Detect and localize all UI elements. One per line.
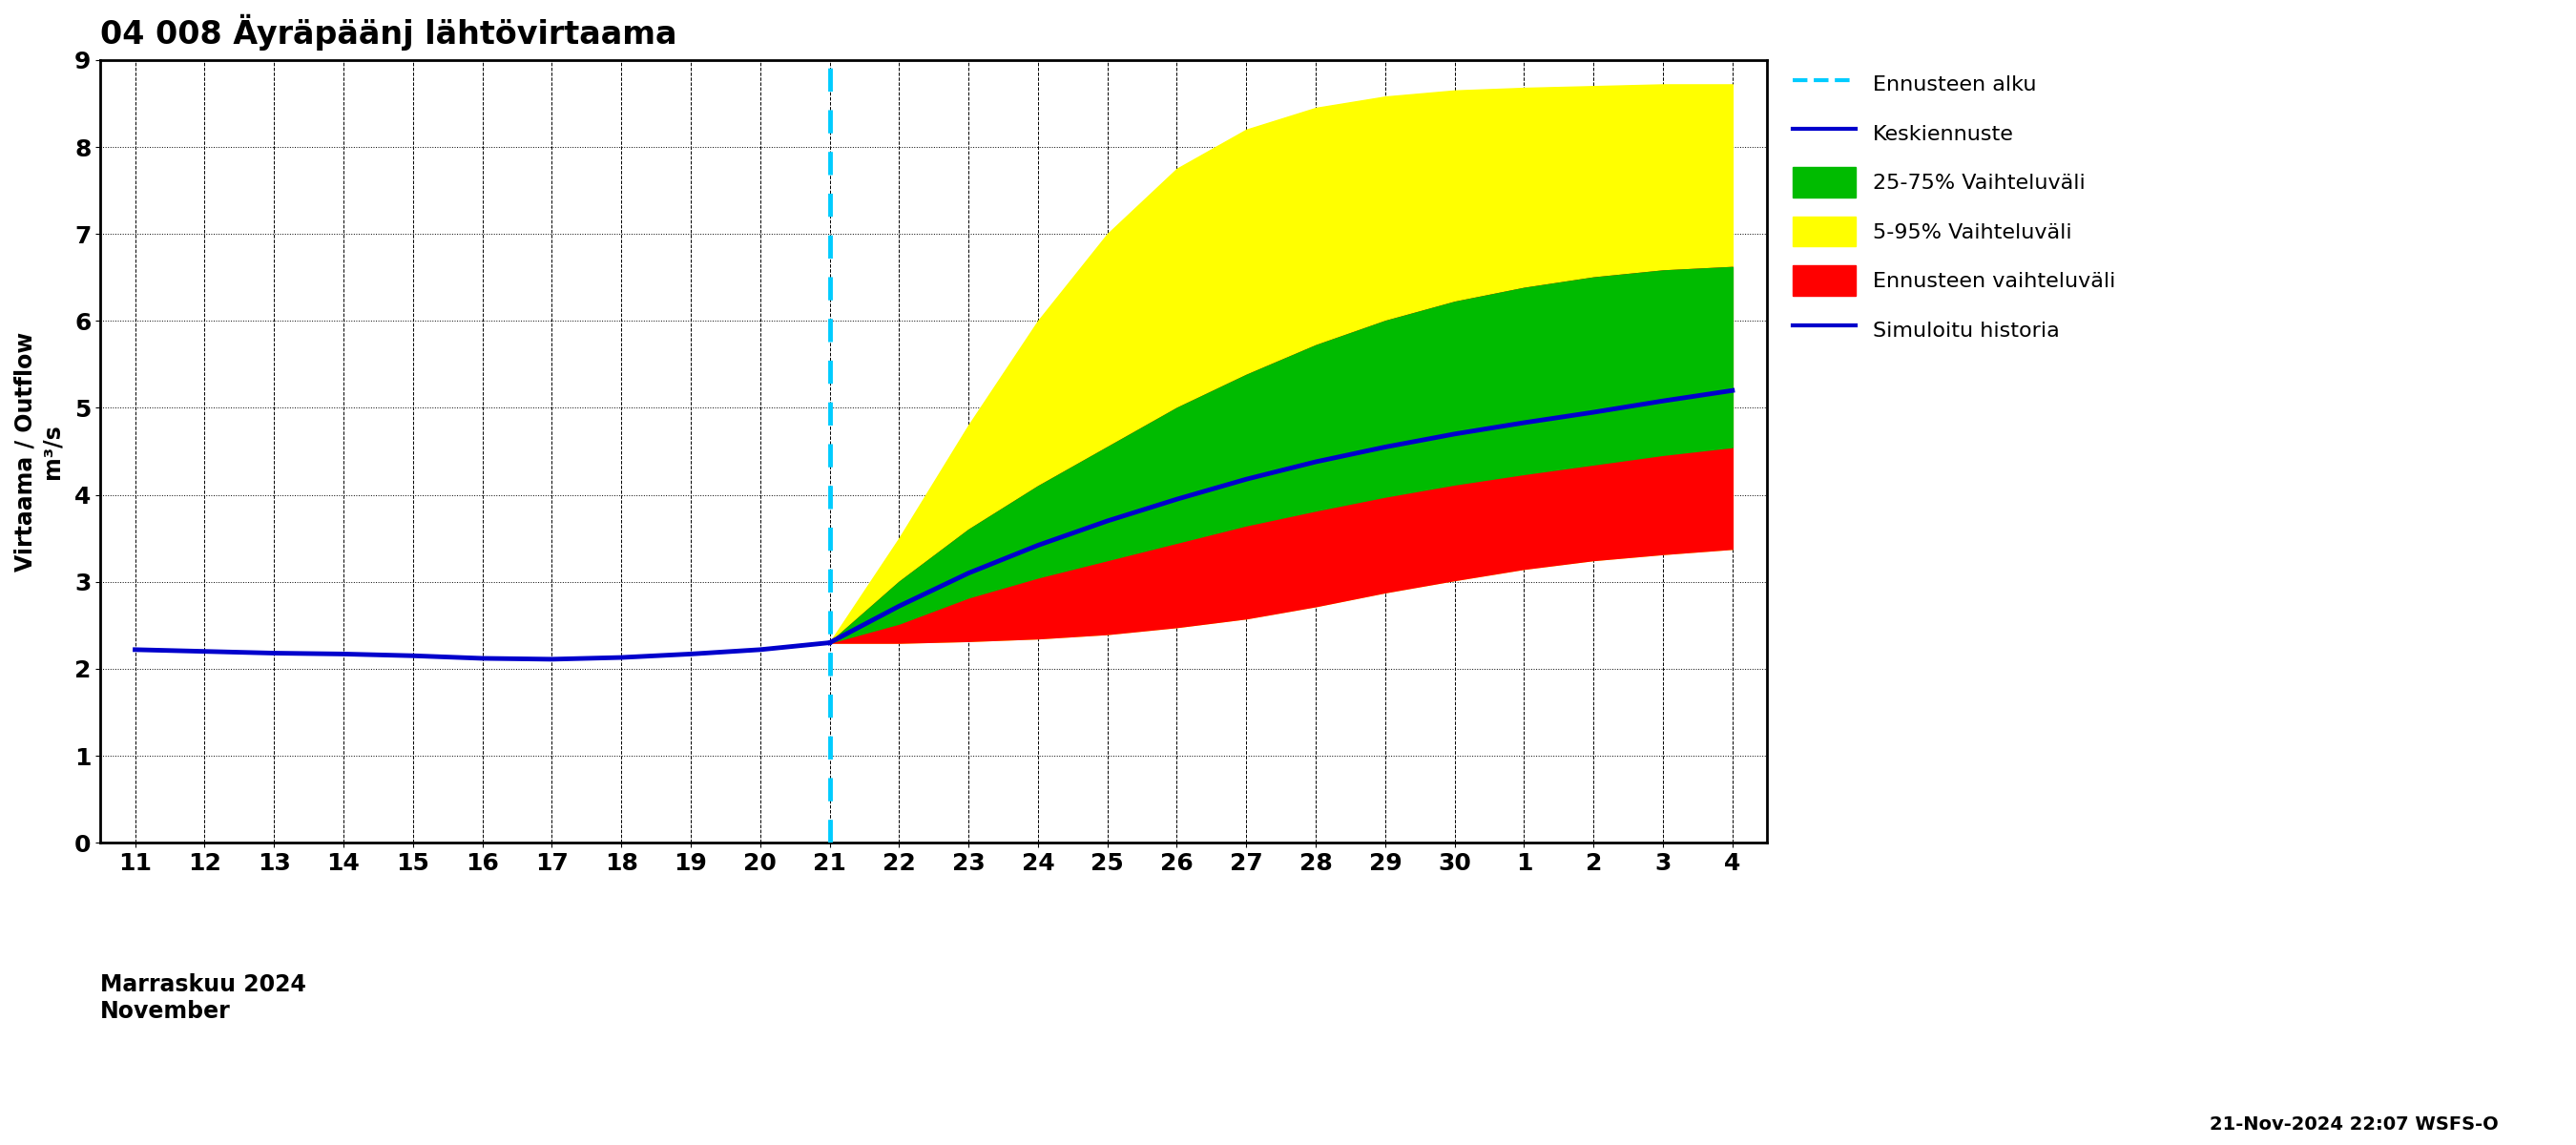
Text: Marraskuu 2024
November: Marraskuu 2024 November bbox=[100, 973, 307, 1022]
Text: 04 008 Äyräpäänj lähtövirtaama: 04 008 Äyräpäänj lähtövirtaama bbox=[100, 14, 677, 50]
Text: 21-Nov-2024 22:07 WSFS-O: 21-Nov-2024 22:07 WSFS-O bbox=[2210, 1115, 2499, 1134]
Y-axis label: Virtaama / Outflow
m³/s: Virtaama / Outflow m³/s bbox=[15, 332, 64, 571]
Legend: Ennusteen alku, Keskiennuste, 25-75% Vaihteluväli, 5-95% Vaihteluväli, Ennusteen: Ennusteen alku, Keskiennuste, 25-75% Vai… bbox=[1785, 63, 2123, 352]
